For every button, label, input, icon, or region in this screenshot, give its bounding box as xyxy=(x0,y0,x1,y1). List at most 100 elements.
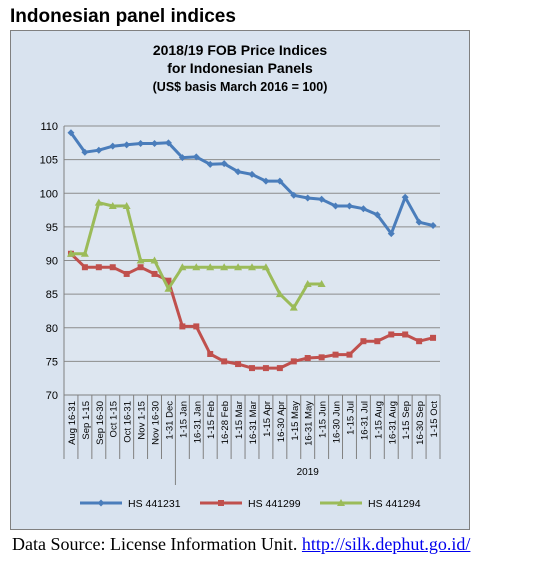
data-point xyxy=(137,264,144,271)
x-tick-label: Oct 16-31 xyxy=(123,401,134,443)
data-point xyxy=(346,351,353,358)
x-tick-label: Oct 1-15 xyxy=(109,401,120,437)
data-point xyxy=(289,303,298,311)
data-point xyxy=(318,195,326,203)
data-point xyxy=(276,365,283,372)
data-point xyxy=(221,358,228,365)
data-point xyxy=(123,141,131,149)
data-point xyxy=(207,350,214,357)
x-tick-label: 16-31 May xyxy=(304,401,315,446)
data-point xyxy=(122,202,131,210)
x-tick-label: 16-30 Jun xyxy=(332,401,343,443)
x-tick-label: 16-31 Jul xyxy=(359,401,370,440)
data-point xyxy=(123,270,130,277)
data-source-link[interactable]: http://silk.dephut.go.id/ xyxy=(301,534,471,554)
data-point xyxy=(416,338,423,345)
data-point xyxy=(81,264,88,271)
x-tick-label: 16-30 Apr xyxy=(276,401,287,442)
data-point xyxy=(178,154,186,162)
legend-label: HS 441299 xyxy=(248,498,301,510)
x-tick-label: 1-15 Jun xyxy=(318,401,329,438)
data-point xyxy=(206,160,214,168)
x-tick-label: 16-31 Aug xyxy=(387,401,398,444)
x-tick-label: 1-15 May xyxy=(290,401,301,441)
legend-marker xyxy=(218,500,224,506)
x-tick-label: 16-31 Jan xyxy=(192,401,203,443)
data-point xyxy=(290,358,297,365)
data-point xyxy=(304,355,311,362)
data-point xyxy=(206,263,215,271)
x-tick-label: 1-15 Feb xyxy=(206,401,217,439)
data-point xyxy=(165,277,172,284)
legend-marker xyxy=(337,499,345,506)
legend-label: HS 441294 xyxy=(368,498,421,510)
data-source-text: Data Source: License Information Unit. xyxy=(12,534,302,554)
x-tick-label: Nov 16-30 xyxy=(151,401,162,445)
year-label: 2019 xyxy=(297,467,320,478)
data-point xyxy=(373,211,381,219)
data-point xyxy=(374,338,381,345)
data-point xyxy=(178,263,187,271)
chart-title-line-1: 2018/19 FOB Price Indices xyxy=(152,42,328,58)
data-point xyxy=(80,249,89,257)
y-tick-label: 95 xyxy=(46,222,58,234)
data-point xyxy=(275,290,284,298)
x-tick-label: Sep 16-30 xyxy=(95,401,106,445)
data-point xyxy=(151,139,159,147)
data-point xyxy=(150,256,159,264)
data-point xyxy=(401,193,409,201)
y-tick-label: 90 xyxy=(46,256,58,268)
data-point xyxy=(262,177,270,185)
data-point xyxy=(261,263,270,271)
y-tick-label: 75 xyxy=(46,356,58,368)
data-point xyxy=(179,323,186,330)
page-heading: Indonesian panel indices xyxy=(10,6,236,27)
data-point xyxy=(304,194,312,202)
y-tick-label: 70 xyxy=(46,390,58,402)
data-point xyxy=(94,198,103,206)
y-tick-label: 100 xyxy=(40,188,58,200)
data-point xyxy=(303,280,312,288)
data-point xyxy=(151,270,158,277)
x-tick-label: 1-15 Jan xyxy=(178,401,189,438)
data-point xyxy=(95,146,103,154)
data-point xyxy=(108,202,117,210)
y-tick-label: 85 xyxy=(46,289,58,301)
data-point xyxy=(388,331,395,338)
legend-marker xyxy=(97,499,105,507)
data-point xyxy=(415,218,423,226)
data-point xyxy=(136,256,145,264)
x-tick-label: 1-31 Dec xyxy=(164,401,175,440)
data-point xyxy=(359,205,367,213)
data-point xyxy=(193,323,200,330)
data-point xyxy=(248,170,256,178)
data-point xyxy=(164,284,173,292)
chart-title-line-3: (US$ basis March 2016 = 100) xyxy=(152,80,328,94)
y-tick-label: 105 xyxy=(40,155,58,167)
legend-label: HS 441231 xyxy=(128,498,181,510)
data-point xyxy=(248,263,256,271)
data-point xyxy=(192,263,201,271)
data-point xyxy=(402,331,409,338)
data-point xyxy=(220,263,229,271)
data-point xyxy=(66,249,75,257)
data-point xyxy=(276,177,284,185)
data-point xyxy=(387,230,395,238)
data-point xyxy=(290,191,298,199)
x-tick-label: Nov 1-15 xyxy=(137,401,148,440)
data-source-line: Data Source: License Information Unit. h… xyxy=(12,534,470,555)
x-tick-label: 1-15 Mar xyxy=(234,401,245,439)
data-point xyxy=(332,351,339,358)
data-point xyxy=(430,334,437,341)
data-point xyxy=(360,338,367,345)
x-tick-label: 16-28 Feb xyxy=(220,401,231,444)
data-point xyxy=(317,280,326,288)
data-point xyxy=(345,202,353,210)
chart-title-line-2: for Indonesian Panels xyxy=(167,60,313,76)
data-point xyxy=(262,365,269,372)
data-point xyxy=(332,202,340,210)
data-point xyxy=(429,222,437,230)
x-tick-label: Aug 16-31 xyxy=(67,401,78,445)
x-tick-label: 1-15 Sep xyxy=(401,401,412,440)
